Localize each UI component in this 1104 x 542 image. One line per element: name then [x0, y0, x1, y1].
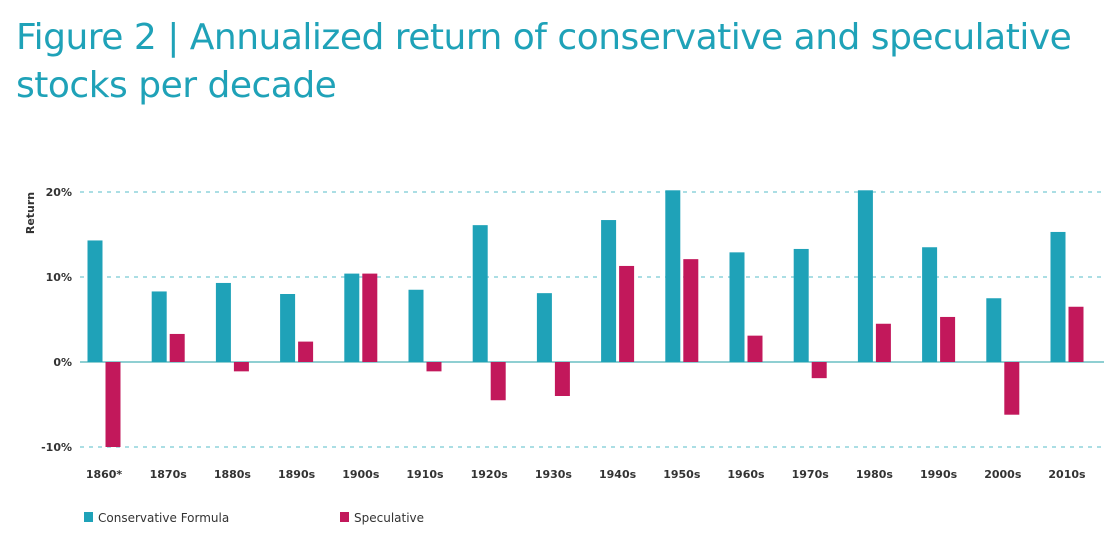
bar-conservative-1890s — [280, 294, 296, 362]
x-tick-label: 1860* — [86, 468, 123, 481]
bar-speculative-1940s — [619, 265, 635, 362]
bar-conservative-1990s — [922, 247, 938, 362]
bar-conservative-1910s — [408, 289, 424, 362]
x-tick-label: 1940s — [599, 468, 637, 481]
x-tick-label: 1930s — [535, 468, 573, 481]
legend-swatch-speculative — [340, 512, 349, 522]
chart-title: Figure 2 | Annualized return of conserva… — [16, 17, 1072, 106]
x-tick-label: 1990s — [920, 468, 958, 481]
bar-conservative-1900s — [344, 273, 360, 362]
x-tick-label: 1970s — [792, 468, 830, 481]
y-tick-label: 0% — [53, 356, 72, 369]
bar-conservative-1980s — [857, 190, 873, 362]
legend-label-conservative: Conservative Formula — [98, 511, 229, 525]
x-tick-label: 2000s — [984, 468, 1022, 481]
bar-speculative-1860 — [105, 362, 121, 447]
legend-label-speculative: Speculative — [354, 511, 424, 525]
x-tick-label: 2010s — [1048, 468, 1086, 481]
bar-conservative-1950s — [665, 190, 681, 362]
x-tick-label: 1890s — [278, 468, 316, 481]
bar-speculative-1880s — [233, 362, 249, 372]
bar-speculative-2010s — [1068, 306, 1084, 362]
x-tick-label: 1980s — [856, 468, 894, 481]
legend-swatch-conservative — [84, 512, 93, 522]
x-tick-label: 1880s — [214, 468, 252, 481]
y-tick-label: -10% — [41, 441, 72, 454]
bar-speculative-1980s — [875, 323, 891, 362]
bar-conservative-1870s — [151, 291, 167, 362]
bar-speculative-1930s — [554, 362, 570, 396]
bar-speculative-1970s — [811, 362, 827, 379]
bar-speculative-1900s — [362, 273, 378, 362]
bar-speculative-2000s — [1004, 362, 1020, 415]
x-tick-label: 1950s — [663, 468, 701, 481]
bar-speculative-1890s — [298, 341, 314, 362]
y-axis-label: Return — [24, 192, 37, 234]
bar-conservative-1920s — [472, 225, 488, 362]
x-tick-label: 1910s — [406, 468, 444, 481]
bar-conservative-2000s — [986, 298, 1002, 362]
x-tick-label: 1900s — [342, 468, 380, 481]
bar-speculative-1870s — [169, 333, 185, 362]
bar-conservative-2010s — [1050, 231, 1066, 362]
bar-speculative-1950s — [683, 259, 699, 362]
bar-conservative-1970s — [793, 248, 809, 362]
bar-conservative-1880s — [215, 282, 231, 362]
bar-conservative-1960s — [729, 252, 745, 362]
bar-conservative-1860 — [87, 240, 103, 362]
bar-conservative-1940s — [601, 220, 617, 362]
x-tick-label: 1870s — [150, 468, 188, 481]
bar-speculative-1920s — [490, 362, 506, 401]
bar-speculative-1910s — [426, 362, 442, 372]
y-tick-label: 20% — [46, 186, 72, 199]
bar-speculative-1960s — [747, 335, 763, 362]
bar-speculative-1990s — [940, 316, 956, 362]
y-tick-label: 10% — [46, 271, 72, 284]
x-tick-label: 1920s — [471, 468, 509, 481]
bar-conservative-1930s — [536, 293, 552, 362]
x-tick-label: 1960s — [727, 468, 765, 481]
